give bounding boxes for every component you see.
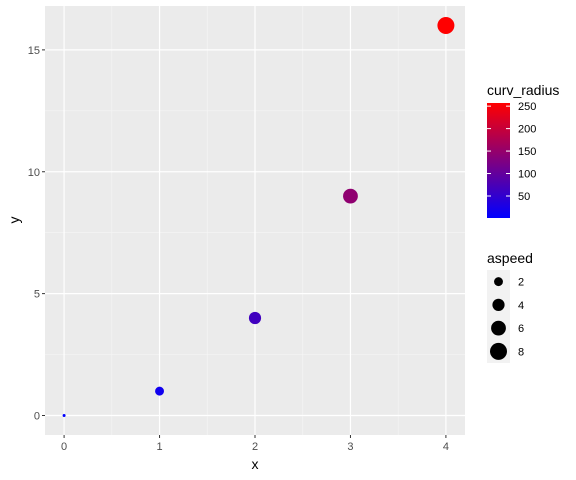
x-tick-label: 4 (443, 441, 449, 453)
data-point (62, 414, 66, 417)
color-legend-label: 200 (518, 124, 536, 136)
size-legend-label: 4 (518, 300, 524, 312)
size-legend-title: aspeed (487, 250, 533, 266)
data-point (437, 17, 455, 34)
color-legend-ticks: 50 100 150 200 250 (487, 101, 536, 203)
data-point (155, 386, 164, 396)
x-tick-label: 0 (61, 441, 67, 453)
x-tick-label: 1 (156, 441, 162, 453)
y-axis: 0 5 10 15 (28, 45, 45, 423)
color-legend-label: 50 (518, 191, 530, 203)
color-legend-label: 250 (518, 101, 536, 113)
color-legend-label: 100 (518, 169, 536, 181)
data-points (62, 17, 455, 417)
color-legend-label: 150 (518, 146, 536, 158)
size-legend-label: 2 (518, 277, 524, 289)
size-legend-key (490, 342, 507, 360)
data-point (343, 188, 358, 204)
x-tick-label: 2 (252, 441, 258, 453)
size-legend-key (492, 298, 505, 311)
y-tick-label: 0 (34, 411, 40, 423)
size-legend-key (494, 277, 503, 287)
x-axis-title: x (252, 456, 259, 472)
grid-major (45, 6, 465, 435)
color-legend-title: curv_radius (487, 82, 559, 98)
size-legend-label: 6 (518, 323, 524, 335)
color-bar (487, 103, 510, 218)
size-legend-label: 8 (518, 346, 524, 358)
color-legend: curv_radius 50 100 150 200 250 (487, 82, 559, 218)
data-point (248, 311, 262, 325)
y-axis-title: y (6, 217, 22, 224)
size-legend-entries: 2 4 6 8 (490, 277, 524, 360)
x-tick-label: 3 (347, 441, 353, 453)
size-legend: aspeed 2 4 6 8 (487, 250, 533, 363)
size-legend-keys-bg (487, 270, 510, 363)
y-tick-label: 10 (28, 167, 40, 179)
y-tick-label: 5 (34, 289, 40, 301)
size-legend-key (491, 320, 506, 336)
x-axis: 0 1 2 3 4 (61, 435, 449, 453)
y-tick-label: 15 (28, 45, 40, 57)
